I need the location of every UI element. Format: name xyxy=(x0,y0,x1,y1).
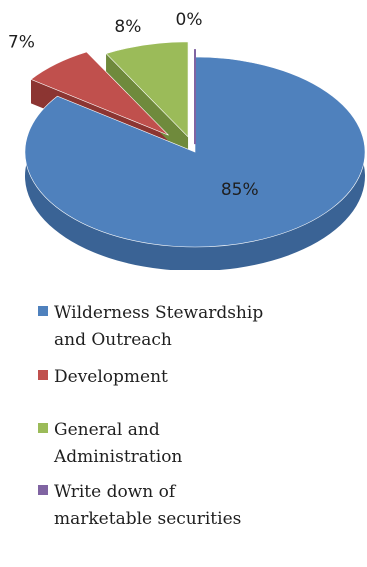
legend-label-line1: Wilderness Stewardship xyxy=(54,303,264,323)
pie-slice-write-down-of-marketable-securities-label: 0% xyxy=(176,10,203,30)
legend: Wilderness Stewardship and Outreach Develo… xyxy=(38,300,358,533)
legend-label: Write down of marketable securities xyxy=(54,479,241,533)
pie-slice-general-and-administration-label: 8% xyxy=(114,17,141,37)
legend-swatch xyxy=(38,423,48,433)
pie-slice-general-and-administration[interactable] xyxy=(105,41,189,138)
legend-label: General and Administration xyxy=(54,417,182,471)
legend-label-line2: and Outreach xyxy=(54,330,172,350)
pie-slice-wilderness-stewardship-and-outreach-label: 85% xyxy=(221,180,259,200)
legend-item[interactable]: Wilderness Stewardship and Outreach xyxy=(38,300,358,354)
pie-slice-development-label: 7% xyxy=(8,32,35,52)
legend-label-line1: Write down of xyxy=(54,482,176,502)
legend-label-line2: Administration xyxy=(54,447,183,467)
legend-label: Development xyxy=(54,364,168,391)
pie-chart: 85% 7% 8% 0% xyxy=(8,10,366,270)
legend-label: Wilderness Stewardship and Outreach xyxy=(54,300,263,354)
legend-swatch xyxy=(38,370,48,380)
legend-item[interactable]: General and Administration xyxy=(38,417,358,471)
pie-slice-wilderness-stewardship-and-outreach[interactable] xyxy=(24,56,366,248)
legend-label-line1: Development xyxy=(54,367,168,387)
legend-label-line1: General and xyxy=(54,420,160,440)
legend-label-line2: marketable securities xyxy=(54,509,242,529)
pie-slice-general-and-administration-wall xyxy=(106,41,189,161)
legend-item[interactable]: Development xyxy=(38,364,358,391)
legend-swatch xyxy=(38,485,48,495)
legend-item[interactable]: Write down of marketable securities xyxy=(38,479,358,533)
pie-slice-development[interactable] xyxy=(30,51,169,136)
legend-swatch xyxy=(38,306,48,316)
